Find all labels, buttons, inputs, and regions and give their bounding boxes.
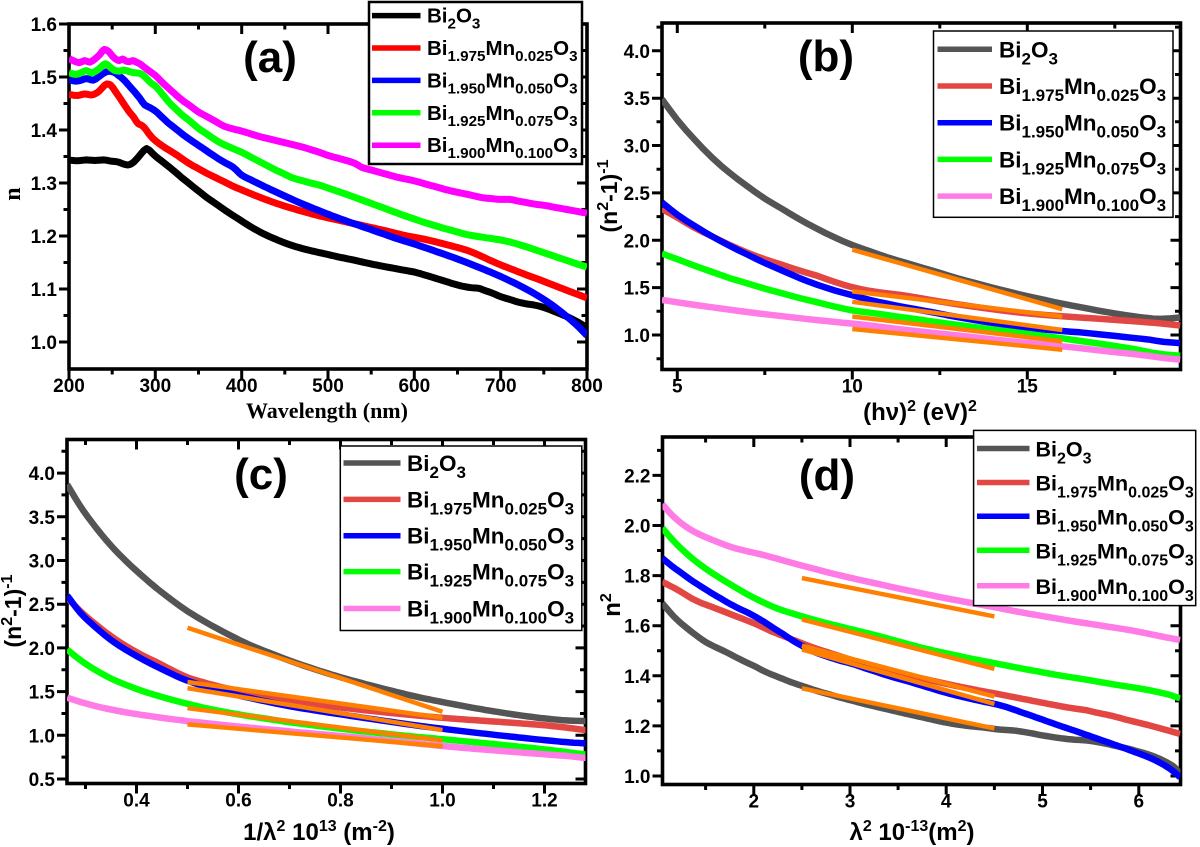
- svg-text:1.8: 1.8: [624, 567, 650, 588]
- svg-text:2.0: 2.0: [624, 231, 650, 252]
- svg-text:10: 10: [842, 377, 863, 398]
- svg-text:3.5: 3.5: [29, 508, 56, 529]
- svg-text:2.5: 2.5: [624, 184, 651, 205]
- svg-text:600: 600: [398, 376, 430, 397]
- svg-text:1.4: 1.4: [31, 121, 58, 142]
- svg-text:3.5: 3.5: [624, 89, 651, 110]
- svg-text:2: 2: [749, 792, 760, 813]
- svg-text:3.0: 3.0: [624, 137, 650, 158]
- svg-text:4.0: 4.0: [624, 42, 650, 63]
- svg-text:1.0: 1.0: [624, 326, 650, 347]
- svg-text:2.2: 2.2: [624, 466, 650, 487]
- svg-text:0.5: 0.5: [29, 770, 56, 791]
- svg-text:0.4: 0.4: [123, 791, 150, 812]
- svg-text:2.0: 2.0: [29, 639, 55, 660]
- svg-text:1.5: 1.5: [624, 279, 651, 300]
- svg-text:500: 500: [312, 376, 344, 397]
- svg-text:3: 3: [845, 792, 856, 813]
- svg-text:1.1: 1.1: [31, 280, 58, 301]
- svg-text:0.8: 0.8: [327, 791, 353, 812]
- svg-text:1.2: 1.2: [624, 717, 650, 738]
- svg-text:(d): (d): [799, 451, 855, 500]
- svg-text:800: 800: [571, 376, 603, 397]
- svg-text:1.6: 1.6: [624, 617, 650, 638]
- svg-text:1.0: 1.0: [429, 791, 455, 812]
- svg-text:1.6: 1.6: [31, 15, 57, 36]
- svg-text:6: 6: [1134, 792, 1145, 813]
- svg-text:1.5: 1.5: [29, 683, 56, 704]
- svg-text:2.5: 2.5: [29, 595, 56, 616]
- svg-text:400: 400: [226, 376, 258, 397]
- svg-text:1.0: 1.0: [31, 333, 57, 354]
- svg-text:1.2: 1.2: [31, 227, 57, 248]
- svg-text:1.2: 1.2: [531, 791, 557, 812]
- svg-text:3.0: 3.0: [29, 552, 55, 573]
- svg-text:1.0: 1.0: [29, 726, 55, 747]
- svg-text:(c): (c): [234, 450, 288, 499]
- svg-text:300: 300: [139, 376, 171, 397]
- svg-text:0.6: 0.6: [225, 791, 251, 812]
- svg-text:2.0: 2.0: [624, 517, 650, 538]
- svg-text:15: 15: [1017, 377, 1039, 398]
- svg-text:(b): (b): [798, 32, 854, 81]
- svg-text:4: 4: [941, 792, 952, 813]
- svg-text:(a): (a): [243, 33, 297, 82]
- svg-text:4.0: 4.0: [29, 464, 55, 485]
- svg-text:(hν)2​ (eV)2​: (hν)2​ (eV)2​: [863, 398, 977, 426]
- svg-text:5: 5: [1037, 792, 1048, 813]
- svg-text:n: n: [0, 187, 26, 200]
- svg-text:1.4: 1.4: [624, 667, 651, 688]
- svg-text:700: 700: [485, 376, 517, 397]
- svg-text:1.5: 1.5: [31, 68, 58, 89]
- svg-text:1.3: 1.3: [31, 174, 57, 195]
- svg-text:5: 5: [672, 377, 683, 398]
- svg-text:200: 200: [53, 376, 85, 397]
- svg-text:Wavelength (nm): Wavelength (nm): [246, 398, 408, 423]
- svg-text:1.0: 1.0: [624, 767, 650, 788]
